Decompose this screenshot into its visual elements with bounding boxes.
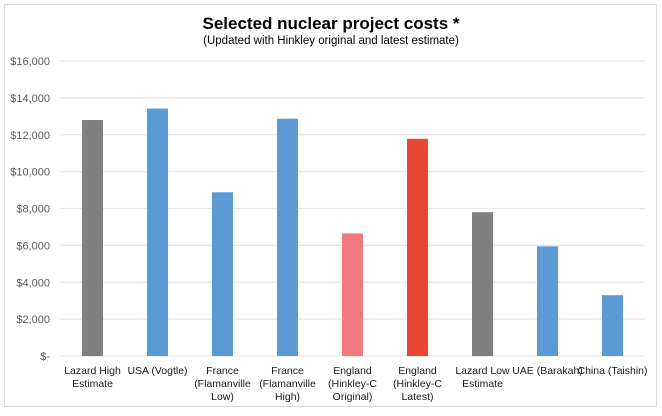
bar xyxy=(602,295,623,356)
y-axis-ticks: $- $2,000 $4,000 $6,000 $8,000 $10,000 $12,000… xyxy=(10,56,50,363)
x-tick-label: Lazard Low Estimate xyxy=(455,365,510,390)
x-tick-label: China (Taishin) xyxy=(577,365,647,377)
x-tick-label: France (Flamanville High) xyxy=(259,365,316,403)
y-tick-label: $8,000 xyxy=(16,204,50,216)
chart-title: Selected nuclear project costs * xyxy=(202,14,460,33)
bar xyxy=(342,233,363,356)
bar xyxy=(212,192,233,356)
y-tick-label: $10,000 xyxy=(10,167,50,179)
bars xyxy=(82,108,623,356)
bar xyxy=(407,138,428,356)
chart-subtitle: (Updated with Hinkley original and lates… xyxy=(203,35,459,47)
bar xyxy=(82,120,103,356)
y-tick-label: $14,000 xyxy=(10,93,50,105)
bar xyxy=(147,108,168,356)
x-axis-labels: Lazard High Estimate USA (Vogtle) France (Fl… xyxy=(64,365,647,403)
y-tick-label: $2,000 xyxy=(16,314,50,326)
bar xyxy=(277,118,298,356)
y-tick-label: $4,000 xyxy=(16,277,50,289)
y-tick-label: $6,000 xyxy=(16,240,50,252)
y-tick-label: $12,000 xyxy=(10,130,50,142)
bar xyxy=(472,212,493,356)
y-tick-label: $16,000 xyxy=(10,56,50,68)
x-tick-label: England (Hinkley-C Latest) xyxy=(393,365,442,403)
x-tick-label: UAE (Barakah) xyxy=(512,365,583,377)
x-tick-label: England (Hinkley-C Original) xyxy=(328,365,377,403)
bar xyxy=(537,246,558,356)
x-tick-label: USA (Vogtle) xyxy=(127,365,187,377)
y-tick-label: $- xyxy=(40,351,50,363)
x-tick-label: Lazard High Estimate xyxy=(64,365,121,390)
x-tick-label: France (Flamanville Low) xyxy=(194,365,251,403)
